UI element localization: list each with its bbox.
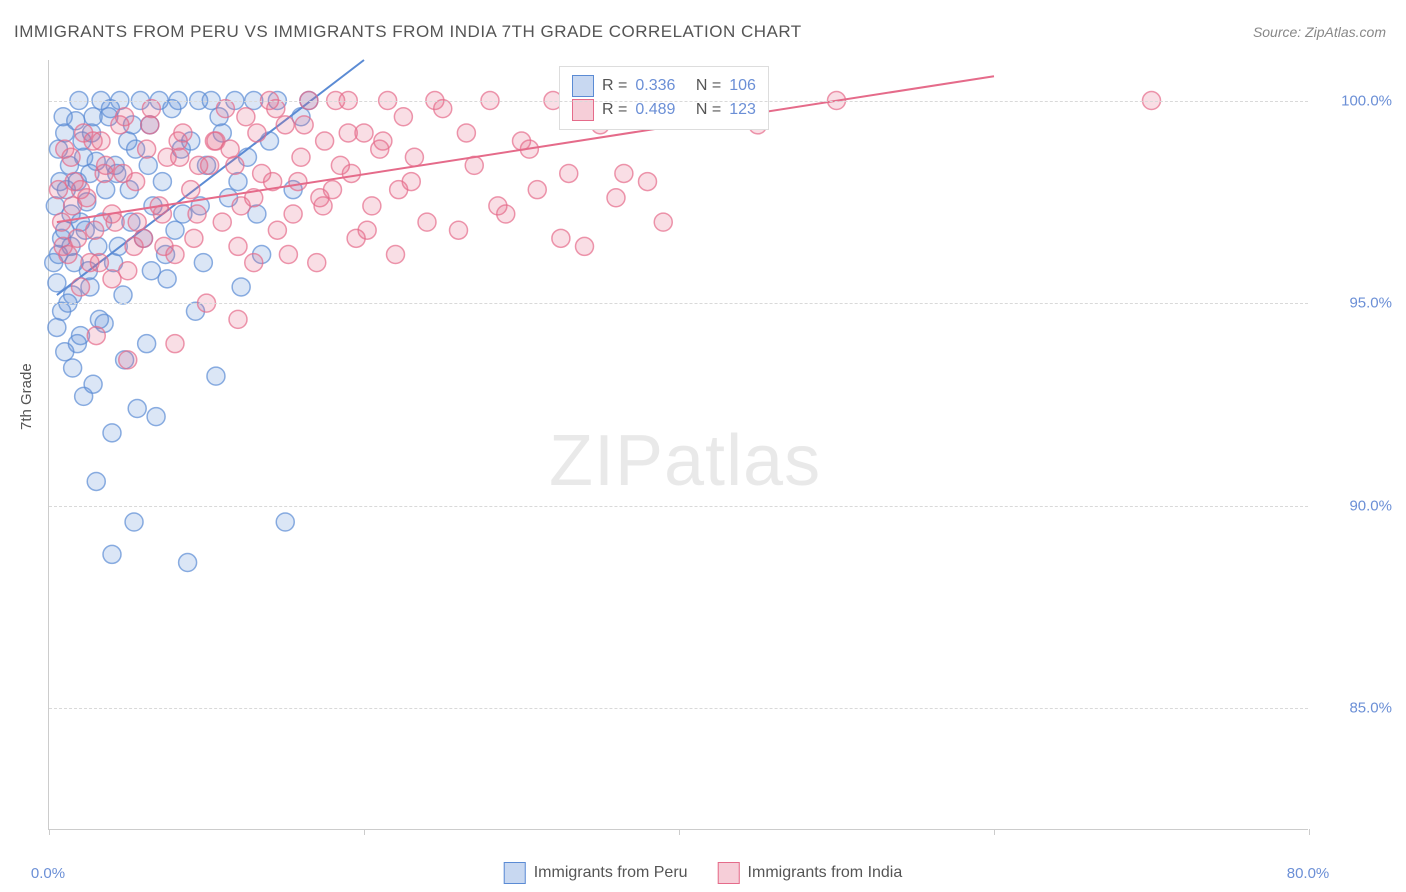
chart-svg <box>49 60 1308 829</box>
legend-row-india: R = 0.489 N = 123 <box>572 99 756 121</box>
x-tick-label: 80.0% <box>1287 865 1330 882</box>
swatch-peru-icon <box>572 75 594 97</box>
legend-label-india: Immigrants from India <box>748 864 903 882</box>
swatch-india-icon <box>572 99 594 121</box>
y-tick-label: 100.0% <box>1341 92 1392 109</box>
r-value-india: 0.489 <box>635 101 675 119</box>
y-tick-label: 90.0% <box>1349 497 1392 514</box>
n-value-india: 123 <box>729 101 756 119</box>
swatch-india-icon <box>718 862 740 884</box>
n-value-peru: 106 <box>729 77 756 95</box>
n-label: N = <box>696 77 721 95</box>
legend-series: Immigrants from Peru Immigrants from Ind… <box>504 862 903 884</box>
legend-item-peru: Immigrants from Peru <box>504 862 688 884</box>
y-tick-label: 85.0% <box>1349 700 1392 717</box>
legend-label-peru: Immigrants from Peru <box>534 864 688 882</box>
y-tick-label: 95.0% <box>1349 295 1392 312</box>
y-axis-label: 7th Grade <box>18 363 35 430</box>
n-label: N = <box>696 101 721 119</box>
legend-item-india: Immigrants from India <box>718 862 903 884</box>
legend-correlation: R = 0.336 N = 106 R = 0.489 N = 123 <box>559 66 769 130</box>
r-label: R = <box>602 77 627 95</box>
r-label: R = <box>602 101 627 119</box>
legend-row-peru: R = 0.336 N = 106 <box>572 75 756 97</box>
chart-title: IMMIGRANTS FROM PERU VS IMMIGRANTS FROM … <box>14 22 802 42</box>
x-tick-label: 0.0% <box>31 865 65 882</box>
r-value-peru: 0.336 <box>635 77 675 95</box>
source-label: Source: ZipAtlas.com <box>1253 24 1386 40</box>
swatch-peru-icon <box>504 862 526 884</box>
plot-area: ZIPatlas R = 0.336 N = 106 R = 0.489 N =… <box>48 60 1308 830</box>
